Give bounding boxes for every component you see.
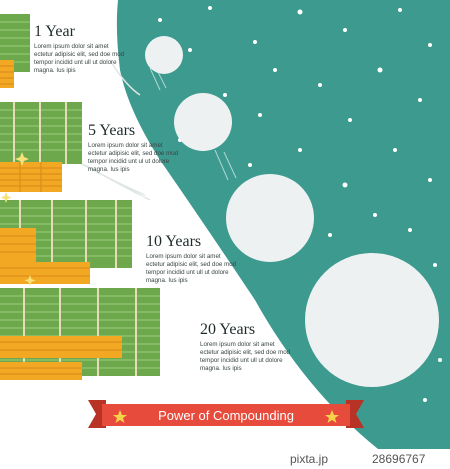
star-icon [113, 410, 127, 423]
watermark-site: pixta.jp [290, 452, 329, 466]
snowballs [145, 36, 439, 387]
ribbon-banner [88, 400, 364, 428]
money-stack-1y [0, 14, 30, 88]
money-stack-5y [0, 102, 82, 192]
watermark-logo [138, 194, 176, 226]
section-20-years: 20 Years Lorem ipsum dolor sit amet ecte… [200, 322, 292, 373]
section-10-years: 10 Years Lorem ipsum dolor sit amet ecte… [146, 234, 238, 285]
snowball-2 [174, 93, 232, 151]
year-label: 5 Years [88, 122, 136, 139]
section-1-year: 1 Year Lorem ipsum dolor sit amet ectetu… [34, 24, 126, 75]
watermark-image-number: 28696767 [372, 452, 426, 466]
star-icon [325, 410, 339, 423]
section-5-years: 5 Years Lorem ipsum dolor sit amet ectet… [88, 123, 180, 174]
banner-title: Power of Compounding [158, 408, 294, 423]
money-stack-10y [0, 200, 132, 284]
section-description: Lorem ipsum dolor sit amet ectetur adipi… [34, 43, 125, 74]
year-label: 10 Years [146, 233, 202, 250]
year-label: 1 Year [34, 23, 75, 40]
section-description: Lorem ipsum dolor sit amet ectetur adipi… [88, 142, 179, 173]
year-label: 20 Years [200, 321, 256, 338]
snowball-4 [305, 253, 439, 387]
snowball-1 [145, 36, 183, 74]
sparkle-icon [0, 152, 36, 286]
section-description: Lorem ipsum dolor sit amet ectetur adipi… [146, 253, 237, 284]
footer-strip [0, 449, 450, 469]
snowball-3 [226, 174, 314, 262]
section-description: Lorem ipsum dolor sit amet ectetur adipi… [200, 341, 291, 372]
money-stack-20y [0, 288, 160, 380]
